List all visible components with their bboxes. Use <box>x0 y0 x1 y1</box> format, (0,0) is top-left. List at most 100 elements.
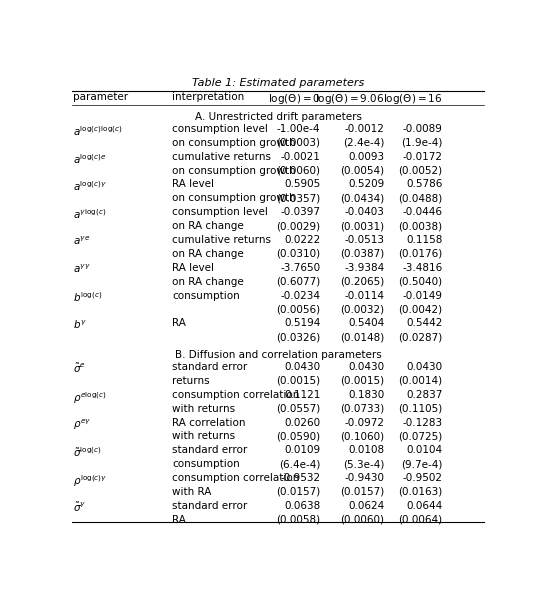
Text: 0.5786: 0.5786 <box>406 180 443 190</box>
Text: (1.9e-4): (1.9e-4) <box>401 138 443 148</box>
Text: (0.0733): (0.0733) <box>340 404 384 414</box>
Text: -3.9384: -3.9384 <box>344 263 384 273</box>
Text: (0.0488): (0.0488) <box>398 193 443 203</box>
Text: (0.0148): (0.0148) <box>340 332 384 342</box>
Text: -0.9502: -0.9502 <box>402 473 443 483</box>
Text: $\rho^{e\log(c)}$: $\rho^{e\log(c)}$ <box>73 389 106 405</box>
Text: 0.5209: 0.5209 <box>348 180 384 190</box>
Text: (0.0029): (0.0029) <box>276 221 320 231</box>
Text: (6.4e-4): (6.4e-4) <box>279 459 320 469</box>
Text: -0.1283: -0.1283 <box>402 417 443 427</box>
Text: 0.5404: 0.5404 <box>348 319 384 328</box>
Text: RA: RA <box>172 319 186 328</box>
Text: standard error: standard error <box>172 445 248 455</box>
Text: B. Diffusion and correlation parameters: B. Diffusion and correlation parameters <box>175 350 382 360</box>
Text: (0.0725): (0.0725) <box>398 431 443 441</box>
Text: (0.0015): (0.0015) <box>340 376 384 386</box>
Text: $a^{\gamma\gamma}$: $a^{\gamma\gamma}$ <box>73 263 91 275</box>
Text: (0.0038): (0.0038) <box>398 221 443 231</box>
Text: 0.1121: 0.1121 <box>284 389 320 400</box>
Text: (0.0060): (0.0060) <box>276 165 320 176</box>
Text: $\rho^{\log(c)\gamma}$: $\rho^{\log(c)\gamma}$ <box>73 473 108 489</box>
Text: -3.4816: -3.4816 <box>402 263 443 273</box>
Text: on consumption growth: on consumption growth <box>172 138 296 148</box>
Text: (0.0557): (0.0557) <box>276 404 320 414</box>
Text: -0.0149: -0.0149 <box>402 291 443 300</box>
Text: (0.0056): (0.0056) <box>276 304 320 314</box>
Text: 0.0093: 0.0093 <box>348 152 384 162</box>
Text: -1.00e-4: -1.00e-4 <box>277 124 320 134</box>
Text: Table 1: Estimated parameters: Table 1: Estimated parameters <box>192 78 364 87</box>
Text: 0.1830: 0.1830 <box>348 389 384 400</box>
Text: 0.0430: 0.0430 <box>348 362 384 372</box>
Text: 0.0430: 0.0430 <box>284 362 320 372</box>
Text: $a^{\log(c)\log(c)}$: $a^{\log(c)\log(c)}$ <box>73 124 123 138</box>
Text: 0.0644: 0.0644 <box>406 501 443 511</box>
Text: $\tilde{\sigma}^{\gamma}$: $\tilde{\sigma}^{\gamma}$ <box>73 501 86 514</box>
Text: (0.0031): (0.0031) <box>340 221 384 231</box>
Text: (9.7e-4): (9.7e-4) <box>401 459 443 469</box>
Text: 0.5905: 0.5905 <box>284 180 320 190</box>
Text: -0.0972: -0.0972 <box>344 417 384 427</box>
Text: -0.0114: -0.0114 <box>344 291 384 300</box>
Text: (0.1060): (0.1060) <box>340 431 384 441</box>
Text: -0.0172: -0.0172 <box>402 152 443 162</box>
Text: standard error: standard error <box>172 501 248 511</box>
Text: (0.0058): (0.0058) <box>276 515 320 525</box>
Text: standard error: standard error <box>172 362 248 372</box>
Text: RA level: RA level <box>172 180 214 190</box>
Text: $\tilde{\sigma}^{e}$: $\tilde{\sigma}^{e}$ <box>73 362 86 375</box>
Text: with RA: with RA <box>172 487 212 497</box>
Text: 0.0104: 0.0104 <box>406 445 443 455</box>
Text: (0.0434): (0.0434) <box>340 193 384 203</box>
Text: RA: RA <box>172 515 186 525</box>
Text: -0.0012: -0.0012 <box>344 124 384 134</box>
Text: -0.0397: -0.0397 <box>280 207 320 217</box>
Text: (0.0326): (0.0326) <box>276 332 320 342</box>
Text: -0.0403: -0.0403 <box>344 207 384 217</box>
Text: $b^{\log(c)}$: $b^{\log(c)}$ <box>73 291 103 304</box>
Text: RA correlation: RA correlation <box>172 417 246 427</box>
Text: (0.0052): (0.0052) <box>398 165 443 176</box>
Text: (0.0042): (0.0042) <box>398 304 443 314</box>
Text: on consumption growth: on consumption growth <box>172 193 296 203</box>
Text: -0.0089: -0.0089 <box>402 124 443 134</box>
Text: (2.4e-4): (2.4e-4) <box>343 138 384 148</box>
Text: $a^{\gamma e}$: $a^{\gamma e}$ <box>73 235 90 248</box>
Text: on RA change: on RA change <box>172 277 244 287</box>
Text: consumption: consumption <box>172 459 240 469</box>
Text: (0.0014): (0.0014) <box>398 376 443 386</box>
Text: returns: returns <box>172 376 210 386</box>
Text: (0.2065): (0.2065) <box>340 277 384 287</box>
Text: with returns: with returns <box>172 404 235 414</box>
Text: (0.0176): (0.0176) <box>398 249 443 259</box>
Text: (0.0157): (0.0157) <box>276 487 320 497</box>
Text: 0.5442: 0.5442 <box>406 319 443 328</box>
Text: consumption level: consumption level <box>172 207 268 217</box>
Text: cumulative returns: cumulative returns <box>172 152 272 162</box>
Text: consumption correlation: consumption correlation <box>172 473 300 483</box>
Text: on consumption growth: on consumption growth <box>172 165 296 176</box>
Text: 0.0108: 0.0108 <box>348 445 384 455</box>
Text: (0.0590): (0.0590) <box>276 431 320 441</box>
Text: -0.0446: -0.0446 <box>402 207 443 217</box>
Text: consumption level: consumption level <box>172 124 268 134</box>
Text: A. Unrestricted drift parameters: A. Unrestricted drift parameters <box>195 112 362 122</box>
Text: $\log(\Theta) = 0$: $\log(\Theta) = 0$ <box>268 92 320 106</box>
Text: on RA change: on RA change <box>172 221 244 231</box>
Text: -0.9430: -0.9430 <box>344 473 384 483</box>
Text: 0.0222: 0.0222 <box>284 235 320 245</box>
Text: $\log(\Theta) = 16$: $\log(\Theta) = 16$ <box>383 92 443 106</box>
Text: 0.0260: 0.0260 <box>284 417 320 427</box>
Text: interpretation: interpretation <box>172 92 244 102</box>
Text: (0.0310): (0.0310) <box>276 249 320 259</box>
Text: consumption correlation: consumption correlation <box>172 389 300 400</box>
Text: $\tilde{\sigma}^{\log(c)}$: $\tilde{\sigma}^{\log(c)}$ <box>73 445 102 459</box>
Text: (0.0163): (0.0163) <box>398 487 443 497</box>
Text: $a^{\log(c)e}$: $a^{\log(c)e}$ <box>73 152 106 165</box>
Text: parameter: parameter <box>73 92 128 102</box>
Text: 0.0430: 0.0430 <box>406 362 443 372</box>
Text: -0.0234: -0.0234 <box>280 291 320 300</box>
Text: (0.6077): (0.6077) <box>276 277 320 287</box>
Text: on RA change: on RA change <box>172 249 244 259</box>
